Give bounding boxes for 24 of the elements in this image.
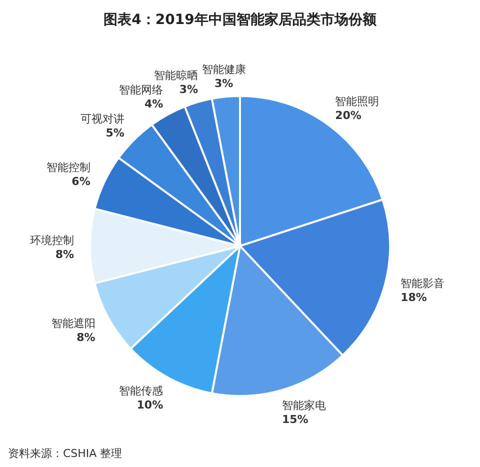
slice-label: 智能照明 <box>335 94 380 108</box>
text: 资料来源：CSHIA 整理 <box>8 447 122 460</box>
data-label: 8% <box>55 248 74 261</box>
slice-label: 智能控制 <box>46 160 90 174</box>
chart-title: 图表4：2019年中国智能家居品类市场份额 <box>104 11 378 28</box>
data-label: 20% <box>335 108 362 122</box>
slice-label: 智能家电 <box>282 399 326 412</box>
slice-label: 可视对讲 <box>80 112 124 126</box>
slice-label: 智能传感 <box>119 384 164 398</box>
data-label: 8% <box>76 330 96 344</box>
slice-label: 智能遮阳 <box>51 316 96 330</box>
slice-label: 智能健康 <box>202 62 246 76</box>
slice-label: 智能网络 <box>119 83 164 96</box>
data-label: 4% <box>144 97 164 110</box>
data-label: 10% <box>136 398 164 412</box>
data-label: 3% <box>214 76 234 90</box>
slice-label: 智能影音 <box>400 276 445 290</box>
slice-label: 智能晾晒 <box>154 68 198 82</box>
data-label: 18% <box>400 290 427 304</box>
slice-label: 环境控制 <box>30 234 74 247</box>
data-label: 15% <box>282 413 308 426</box>
data-label: 5% <box>106 126 124 140</box>
data-label: 6% <box>72 174 90 188</box>
data-label: 3% <box>179 82 198 96</box>
